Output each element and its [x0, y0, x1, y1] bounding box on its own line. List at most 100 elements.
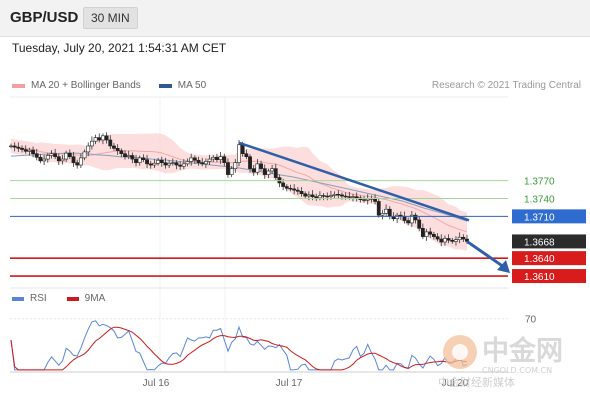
candle-body — [101, 135, 105, 141]
candle-body — [167, 162, 172, 166]
candle — [443, 235, 447, 246]
candle-body — [299, 191, 304, 194]
candle-body — [387, 208, 392, 217]
candle-body — [303, 193, 308, 197]
rsi-9ma-line — [10, 326, 468, 371]
candle-body — [108, 139, 113, 147]
candle — [292, 184, 297, 195]
candle — [446, 234, 451, 244]
candle — [229, 166, 234, 177]
candle — [226, 158, 230, 178]
candle-body — [233, 162, 238, 169]
timeframe-badge[interactable]: 30 MIN — [83, 7, 138, 29]
candle — [93, 134, 98, 145]
candle — [134, 154, 138, 167]
candle-body — [159, 159, 164, 163]
candle-body — [90, 140, 94, 147]
candle-body — [340, 194, 344, 197]
candle-body — [119, 150, 124, 155]
candle-body — [406, 220, 411, 224]
legend-label-ma50: MA 50 — [177, 80, 207, 91]
candle-body — [112, 145, 116, 149]
candle — [288, 184, 293, 192]
candle — [218, 151, 223, 164]
bollinger-band-fill — [11, 133, 467, 251]
candle-body — [443, 238, 447, 243]
candle — [42, 154, 46, 166]
candle-body — [336, 193, 341, 196]
candle-body — [273, 168, 278, 178]
candle-body — [86, 145, 91, 153]
candle-body — [134, 158, 138, 163]
legend-item-ma50: MA 50 — [158, 80, 207, 91]
candle — [237, 139, 241, 167]
legend-swatch-ma50 — [158, 83, 172, 88]
candle — [336, 190, 341, 200]
candle-body — [365, 198, 370, 201]
support-label: 1.3640 — [524, 254, 555, 265]
candle-body — [454, 239, 458, 242]
candle — [167, 160, 172, 169]
candle-body — [251, 168, 256, 173]
candle — [53, 148, 58, 160]
legend-swatch-ma20 — [12, 83, 25, 88]
legend-item-rsi: RSI — [12, 293, 47, 304]
candle — [20, 145, 24, 153]
candle-body — [156, 159, 160, 164]
candle-body — [284, 186, 289, 189]
candle-body — [130, 155, 135, 160]
candle-body — [204, 161, 208, 165]
candle-body — [325, 195, 330, 198]
watermark-title: 中金网 — [482, 335, 563, 367]
candle — [384, 204, 388, 217]
candle — [332, 191, 337, 198]
candle-body — [60, 158, 65, 162]
candle — [82, 149, 87, 161]
price-levels: 1.3770 1.3740 1.3710 1.3668 1.3640 1.3610 — [10, 177, 586, 284]
candle — [262, 164, 267, 179]
candle — [314, 193, 319, 201]
candle-body — [266, 170, 271, 175]
candle-body — [240, 144, 245, 155]
candles — [9, 132, 469, 247]
candle-body — [306, 194, 311, 197]
candle — [45, 153, 50, 163]
candle-body — [104, 135, 109, 141]
candle-body — [123, 153, 127, 157]
candle-body — [354, 196, 359, 199]
candle — [181, 159, 186, 170]
legend-swatch-rsi — [12, 296, 24, 301]
candle — [351, 193, 355, 202]
candle-body — [237, 144, 241, 163]
candle-body — [435, 236, 440, 240]
forecast-arrow-head — [497, 260, 510, 274]
candle-body — [314, 196, 319, 199]
candle-body — [9, 145, 13, 148]
candle-body — [200, 162, 205, 165]
candle-body — [281, 182, 286, 187]
candle — [49, 150, 54, 159]
candle-body — [192, 157, 197, 161]
candle — [16, 142, 21, 152]
candle-body — [395, 214, 400, 220]
candle-body — [38, 156, 43, 162]
candle — [454, 236, 458, 246]
watermark-url: CNGOLD.COM.CN — [482, 366, 552, 375]
legend-item-9ma: 9MA — [66, 293, 105, 304]
candle — [104, 132, 109, 144]
candle — [38, 154, 43, 164]
candle — [204, 158, 208, 169]
candle-body — [332, 193, 337, 196]
candle — [119, 148, 124, 158]
candle-body — [49, 153, 54, 156]
candle-body — [244, 153, 249, 157]
candle — [420, 223, 425, 240]
candle — [123, 150, 127, 160]
candle — [376, 199, 381, 218]
candle — [413, 212, 418, 224]
candle — [439, 234, 444, 247]
candle-body — [376, 201, 381, 216]
candle — [97, 133, 102, 143]
instrument-title: GBP/USD — [10, 9, 79, 26]
candle-body — [34, 153, 39, 158]
